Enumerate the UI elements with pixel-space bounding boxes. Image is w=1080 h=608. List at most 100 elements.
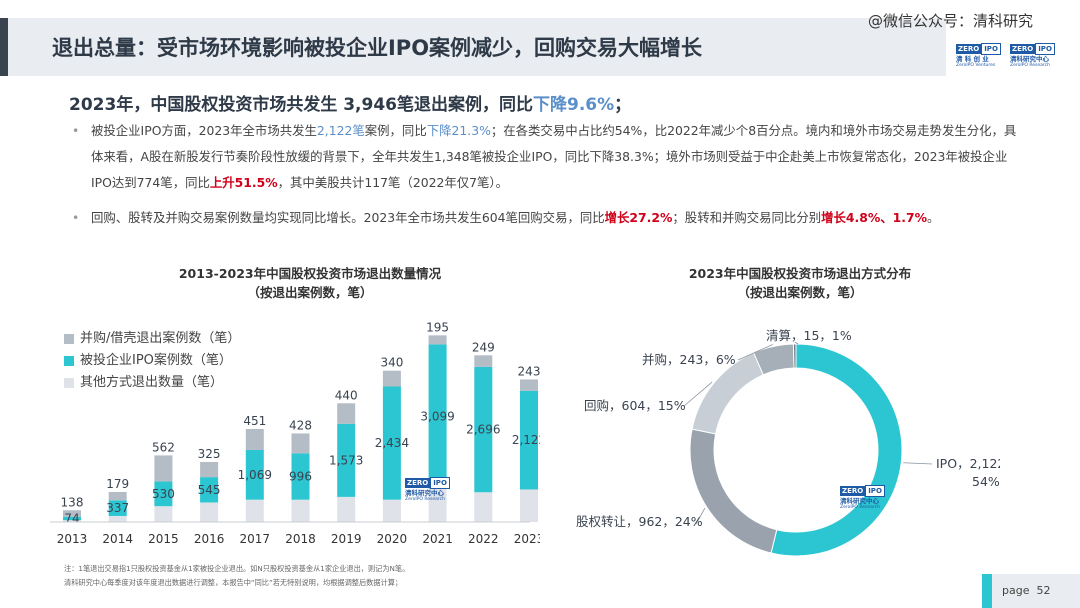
bar-ipo: [291, 453, 310, 500]
legend-label: 并购/借壳退出案例数（笔）: [80, 331, 241, 346]
donut-chart-title: 2023年中国股权投资市场退出方式分布 （按退出案例数，笔）: [650, 264, 950, 302]
bullet-text: 被投企业IPO方面，2023年全市场共发生: [91, 123, 317, 138]
logo-badge: IPO: [1035, 43, 1055, 55]
page-number: page 52: [1002, 584, 1050, 597]
page-label: page: [1002, 584, 1030, 597]
bar-ipo-label: 3,099: [420, 409, 454, 423]
page-number-value: 52: [1036, 584, 1051, 597]
bullet-highlight: 增长4.8%、1.7%: [821, 210, 928, 225]
bar-other: [291, 499, 310, 522]
bar-ipo: [337, 423, 356, 497]
x-tick-label: 2016: [194, 532, 225, 546]
bar-ma: [337, 403, 356, 424]
leader-line: [683, 381, 713, 407]
donut-label: IPO，2,122，: [936, 456, 1000, 471]
bar-ipo: [474, 366, 493, 493]
donut-label: 股权转让，962，24%: [576, 514, 703, 529]
bar-ipo: [63, 516, 81, 521]
x-tick-label: 2022: [468, 532, 499, 546]
headline-suffix: ；: [614, 95, 632, 115]
bar-ipo-label: 530: [152, 487, 175, 501]
bar-ma: [474, 355, 493, 367]
leader-line: [903, 462, 933, 465]
bar-other: [108, 515, 127, 522]
logo-cn-text: 清科研究中心: [840, 497, 879, 505]
logo-en-text: ZeroIPO Research: [1010, 63, 1051, 68]
footnotes: 注：1笔退出交易指1只股权投资基金从1家被投企业退出。如N只股权投资基金从1家企…: [64, 562, 409, 590]
legend-label: 其他方式退出数量（笔）: [80, 375, 224, 390]
bar-ma: [520, 379, 538, 391]
bar-other: [474, 492, 493, 522]
x-tick-label: 2017: [240, 532, 271, 546]
logo-badge: IPO: [981, 43, 1001, 55]
leader-line: [737, 344, 773, 361]
bar-chart-title-text: 2013-2023年中国股权投资市场退出数量情况: [178, 266, 442, 281]
legend-swatch: [64, 378, 74, 388]
donut-label: 清算，15，1%: [766, 328, 852, 343]
bar-ipo-label: 996: [289, 470, 312, 484]
bar-top-label: 138: [61, 495, 84, 509]
bar-ipo-label: 1,069: [238, 468, 272, 482]
x-tick-label: 2014: [102, 532, 133, 546]
bar-top-label: 179: [106, 477, 129, 491]
donut-slice-股权转让: [689, 428, 778, 554]
legend-item: 被投企业IPO案例数（笔）: [64, 350, 240, 372]
bar-ipo-label: 2,122: [512, 433, 540, 447]
bar-top-label: 451: [243, 414, 266, 428]
bar-chart-subtitle: （按退出案例数，笔）: [247, 285, 373, 300]
bar-other: [428, 488, 447, 522]
donut-chart-subtitle: （按退出案例数，笔）: [737, 285, 863, 300]
x-tick-label: 2013: [57, 532, 88, 546]
headline-prefix: 2023年，中国股权投资市场共发生 3,946笔退出案例，同比: [69, 95, 534, 115]
page-accent: [982, 574, 992, 608]
bar-ipo: [245, 449, 264, 500]
bar-other: [154, 506, 173, 522]
donut-slice-清算: [792, 343, 797, 369]
legend-item: 其他方式退出数量（笔）: [64, 372, 240, 394]
bar-ipo-label: 1,573: [329, 453, 363, 467]
bar-ma: [63, 510, 81, 517]
bullet-buyback: • 回购、股转及并购交易案例数量均实现同比增长。2023年全市场共发生604笔回…: [72, 205, 1022, 231]
x-tick-label: 2018: [285, 532, 316, 546]
bar-ipo-label: 545: [198, 483, 221, 497]
bar-ipo-label: 337: [106, 501, 129, 515]
leader-line: [794, 341, 799, 345]
x-tick-label: 2023: [514, 532, 540, 546]
logo-en-text: ZeroIPO Ventures: [956, 63, 996, 68]
logo-cn-text: 清科研究中心: [405, 489, 444, 497]
logo-badge: ZERO: [840, 486, 866, 496]
bar-ipo-label: 2,696: [466, 423, 500, 437]
bar-top-label: 249: [472, 340, 495, 354]
bar-top-label: 243: [518, 364, 540, 378]
bar-chart-legend: 并购/借壳退出案例数（笔） 被投企业IPO案例数（笔） 其他方式退出数量（笔）: [64, 328, 240, 394]
x-tick-label: 2020: [377, 532, 408, 546]
title-bar: [0, 18, 946, 76]
bullet-dot: •: [72, 123, 80, 138]
slide-title: 退出总量：受市场环境影响被投企业IPO案例减少，回购交易大幅增长: [52, 36, 703, 60]
bullet-highlight: 2,122笔: [316, 123, 365, 138]
bar-ipo: [200, 477, 219, 503]
bar-chart-title: 2013-2023年中国股权投资市场退出数量情况 （按退出案例数，笔）: [160, 264, 460, 302]
donut-chart: IPO，2,122， 54% 股权转让，962，24% 回购，604，15% 并购，24…: [576, 328, 1000, 557]
bullet-text: 回购、股转及并购交易案例数量均实现同比增长。2023年全市场共发生604笔回购交…: [91, 210, 605, 225]
logo-badge: IPO: [430, 477, 450, 489]
legend-swatch: [64, 356, 74, 366]
bar-other: [520, 489, 538, 522]
bar-ma: [108, 491, 127, 501]
legend-label: 被投企业IPO案例数（笔）: [80, 353, 232, 368]
zeroipo-research-logo: ZERO IPO 清科研究中心 ZeroIPO Research: [1010, 36, 1055, 68]
bar-ipo: [428, 344, 447, 489]
donut-label: 回购，604，15%: [584, 398, 686, 413]
bar-other: [382, 499, 401, 522]
bullet-text: ，其中美股共计117笔（2022年仅7笔）。: [277, 175, 508, 190]
bar-other: [245, 499, 264, 522]
logo-cn-text: 清 科 创 业: [956, 55, 989, 63]
bar-ma: [428, 335, 447, 345]
x-tick-label: 2021: [422, 532, 453, 546]
bar-ma: [154, 455, 173, 482]
donut-label: 并购，243，6%: [642, 352, 736, 367]
bar-other: [63, 520, 81, 522]
bar-top-label: 340: [380, 356, 403, 370]
bar-other: [337, 496, 356, 522]
bullet-highlight: 上升51.5%: [209, 175, 278, 190]
